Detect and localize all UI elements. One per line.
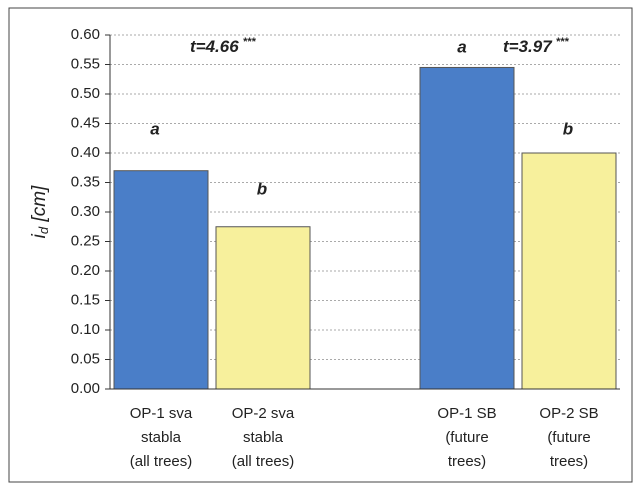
x-tick-label: (all trees) [130, 453, 193, 470]
t-value: t=4.66 [190, 37, 239, 56]
y-axis-label: id [cm] [29, 185, 51, 238]
t-value: t=3.97 [503, 37, 553, 56]
x-tick-label: OP-1 SB [437, 405, 496, 422]
y-label-sub: d [36, 226, 51, 234]
x-tick-label: OP-1 sva [130, 405, 193, 422]
y-tick-label: 0.50 [71, 85, 100, 102]
x-tick-label: OP-2 SB [539, 405, 598, 422]
x-tick-label: trees) [448, 453, 486, 470]
t-test: t=4.66 *** [190, 36, 256, 57]
x-tick-label: (all trees) [232, 453, 295, 470]
y-tick-label: 0.10 [71, 321, 100, 338]
y-tick-label: 0.25 [71, 232, 100, 249]
t-significance: *** [556, 36, 570, 48]
y-tick-label: 0.35 [71, 173, 100, 190]
significance-letter: b [563, 119, 573, 138]
x-tick-label: (future [547, 429, 590, 446]
x-tick-label: OP-2 sva [232, 405, 295, 422]
t-test: t=3.97 *** [503, 36, 569, 57]
y-tick-label: 0.55 [71, 55, 100, 72]
y-label-main: i [29, 233, 50, 238]
y-tick-label: 0.00 [71, 380, 100, 397]
bar [215, 226, 311, 390]
x-tick-label: trees) [550, 453, 588, 470]
significance-letter: b [257, 179, 267, 198]
significance-letter: a [457, 37, 466, 56]
y-label-unit: [cm] [29, 185, 50, 223]
y-tick-label: 0.20 [71, 262, 100, 279]
x-tick-label: stabla [141, 429, 182, 446]
y-tick-label: 0.15 [71, 291, 100, 308]
y-tick-label: 0.60 [71, 26, 100, 43]
x-tick-label: stabla [243, 429, 284, 446]
y-tick-label: 0.45 [71, 114, 100, 131]
bar [419, 66, 515, 390]
t-significance: *** [243, 36, 257, 48]
x-tick-label: (future [445, 429, 488, 446]
bar [521, 152, 617, 390]
y-tick-label: 0.30 [71, 203, 100, 220]
bar [113, 170, 209, 390]
y-tick-label: 0.05 [71, 350, 100, 367]
significance-letter: a [150, 119, 159, 138]
y-tick-label: 0.40 [71, 144, 100, 161]
